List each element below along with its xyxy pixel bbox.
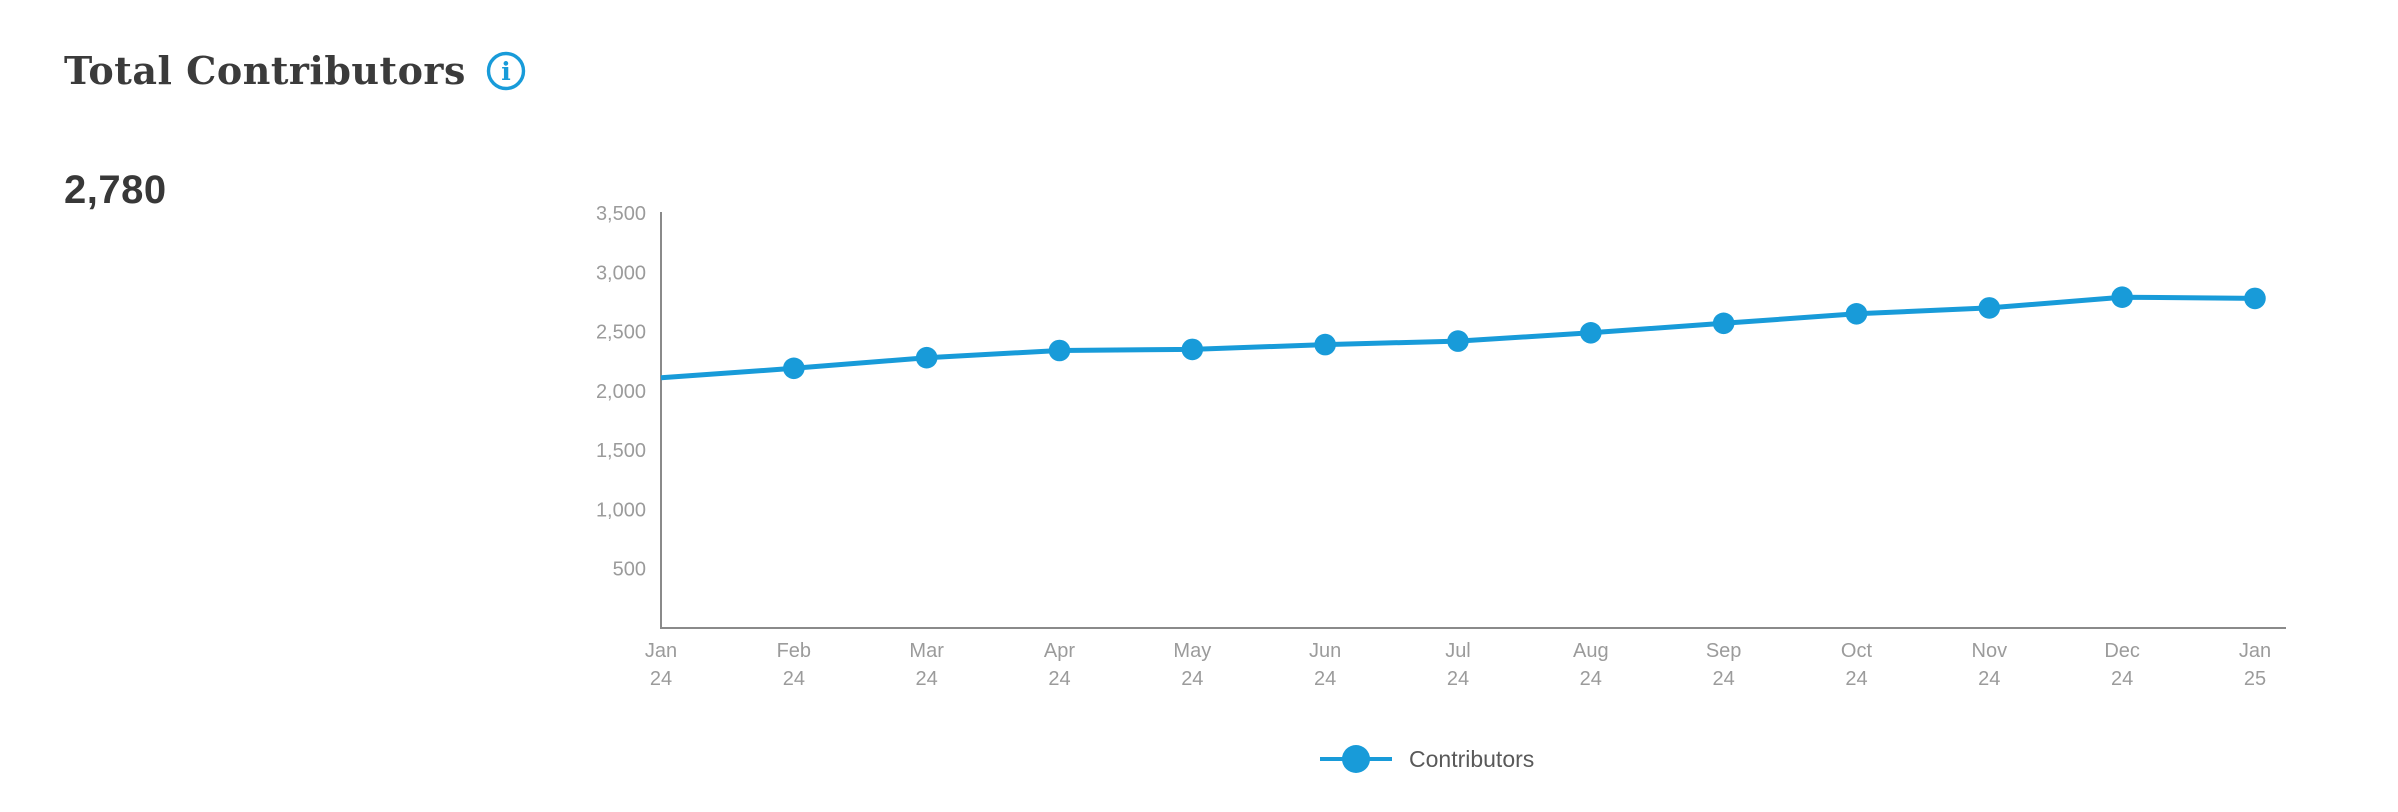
y-tick-label: 2,000 bbox=[596, 381, 646, 403]
data-point-marker[interactable] bbox=[1845, 303, 1868, 325]
x-tick-label: Mar 24 bbox=[909, 640, 944, 690]
x-tick-label: Jul 24 bbox=[1445, 640, 1471, 690]
legend-item-contributors[interactable]: Contributors bbox=[1320, 744, 1534, 774]
data-point-marker[interactable] bbox=[2111, 286, 2133, 309]
data-point-marker[interactable] bbox=[1447, 330, 1469, 352]
data-point-marker[interactable] bbox=[783, 357, 805, 380]
x-tick-label: Feb 24 bbox=[777, 640, 811, 690]
x-tick-label: Apr 24 bbox=[1044, 640, 1075, 690]
x-tick-label: Nov 24 bbox=[1972, 640, 2008, 690]
legend: Contributors bbox=[1320, 744, 1534, 774]
metric-title: Total Contributors bbox=[64, 48, 466, 93]
y-tick-label: 1,500 bbox=[596, 440, 646, 462]
svg-text:i: i bbox=[501, 57, 511, 86]
y-tick-label: 3,000 bbox=[596, 262, 646, 284]
data-point-marker[interactable] bbox=[1580, 322, 1602, 344]
legend-dot-icon bbox=[1342, 745, 1370, 773]
x-tick-label: Oct 24 bbox=[1841, 640, 1873, 690]
y-tick-label: 2,500 bbox=[596, 322, 646, 344]
data-point-marker[interactable] bbox=[2244, 287, 2266, 310]
info-icon[interactable]: i bbox=[484, 49, 528, 93]
x-tick-label: Jan 24 bbox=[645, 640, 677, 690]
x-tick-label: May 24 bbox=[1173, 640, 1211, 690]
data-point-marker[interactable] bbox=[1048, 339, 1071, 362]
widget-header: Total Contributors i bbox=[64, 48, 528, 93]
data-point-marker[interactable] bbox=[1314, 333, 1336, 356]
x-tick-label: Jun 24 bbox=[1309, 640, 1341, 690]
legend-line-marker-swatch bbox=[1320, 744, 1392, 774]
data-point-marker[interactable] bbox=[915, 346, 938, 369]
data-point-marker[interactable] bbox=[1712, 312, 1735, 335]
y-tick-label: 3,500 bbox=[596, 203, 646, 225]
x-tick-label: Dec 24 bbox=[2104, 640, 2140, 690]
data-point-marker[interactable] bbox=[1978, 297, 2001, 319]
x-tick-label: Aug 24 bbox=[1573, 640, 1609, 690]
y-tick-label: 1,000 bbox=[596, 499, 646, 521]
x-tick-label: Sep 24 bbox=[1706, 640, 1742, 690]
metric-value: 2,780 bbox=[64, 168, 167, 212]
y-tick-label: 500 bbox=[613, 559, 646, 581]
x-tick-label: Jan 25 bbox=[2239, 640, 2271, 690]
data-point-marker[interactable] bbox=[1181, 338, 1204, 361]
legend-label: Contributors bbox=[1409, 746, 1535, 772]
